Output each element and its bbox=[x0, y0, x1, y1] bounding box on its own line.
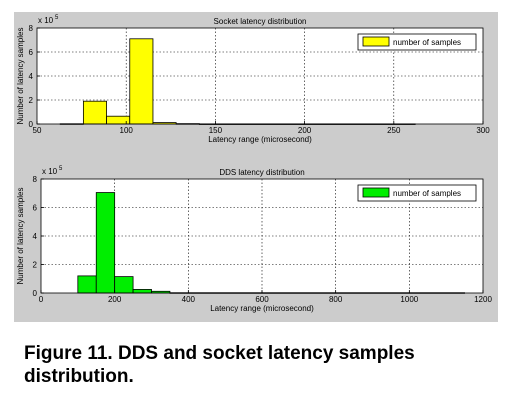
y-tick-label: 2 bbox=[33, 261, 38, 270]
x-tick-label: 1000 bbox=[400, 295, 418, 304]
x-tick-label: 0 bbox=[39, 295, 44, 304]
x-axis-label: Latency range (microsecond) bbox=[208, 135, 312, 144]
figure-panel: 50 100 150 200 250 300 0 2 4 6 8 Socket latency dis… bbox=[14, 12, 498, 322]
y-tick-label: 8 bbox=[33, 175, 38, 184]
legend-label: number of samples bbox=[393, 38, 461, 47]
histogram-bar bbox=[132, 289, 152, 294]
x-tick-label: 300 bbox=[476, 126, 490, 135]
histogram-bar bbox=[82, 100, 107, 125]
legend-swatch bbox=[362, 187, 390, 198]
chart-2: 0 200 400 600 800 1000 1200 0 2 4 6 8 DDS latency di… bbox=[16, 166, 492, 313]
y-tick-label: 6 bbox=[29, 48, 34, 57]
x-tick-label: 200 bbox=[298, 126, 312, 135]
x-tick-label: 1200 bbox=[474, 295, 492, 304]
histogram-bar bbox=[77, 275, 97, 294]
x-tick-label: 250 bbox=[387, 126, 401, 135]
x-tick-label: 200 bbox=[108, 295, 122, 304]
histogram-bar bbox=[114, 276, 134, 294]
x-tick-label: 800 bbox=[329, 295, 343, 304]
y-tick-label: 4 bbox=[29, 72, 34, 81]
y-exponent-power: 5 bbox=[59, 166, 63, 172]
figure-caption: Figure 11. DDS and socket latency sample… bbox=[24, 343, 415, 387]
y-exponent-power: 5 bbox=[55, 15, 59, 21]
y-tick-label: 0 bbox=[33, 289, 38, 298]
x-tick-label: 400 bbox=[182, 295, 196, 304]
legend-swatch bbox=[362, 36, 390, 47]
chart-title: DDS latency distribution bbox=[219, 168, 304, 177]
y-tick-label: 4 bbox=[33, 232, 38, 241]
y-tick-label: 0 bbox=[29, 120, 34, 129]
y-tick-label: 8 bbox=[29, 24, 34, 33]
histogram-bar bbox=[129, 38, 154, 125]
chart-1: 50 100 150 200 250 300 0 2 4 6 8 Socket latency dis… bbox=[16, 15, 490, 144]
y-exponent-label: x 10 bbox=[38, 16, 54, 25]
legend-label: number of samples bbox=[393, 189, 461, 198]
y-axis-label: Number of latency samples bbox=[16, 28, 25, 125]
x-tick-label: 100 bbox=[120, 126, 134, 135]
chart-title: Socket latency distribution bbox=[214, 17, 307, 26]
x-tick-label: 150 bbox=[209, 126, 223, 135]
histogram-bar bbox=[95, 192, 116, 294]
y-exponent-label: x 10 bbox=[42, 167, 58, 176]
y-tick-label: 6 bbox=[33, 204, 38, 213]
x-tick-label: 50 bbox=[33, 126, 42, 135]
y-tick-label: 2 bbox=[29, 96, 34, 105]
x-tick-label: 600 bbox=[255, 295, 269, 304]
y-axis-label: Number of latency samples bbox=[16, 188, 25, 285]
x-axis-label: Latency range (microsecond) bbox=[210, 304, 314, 313]
